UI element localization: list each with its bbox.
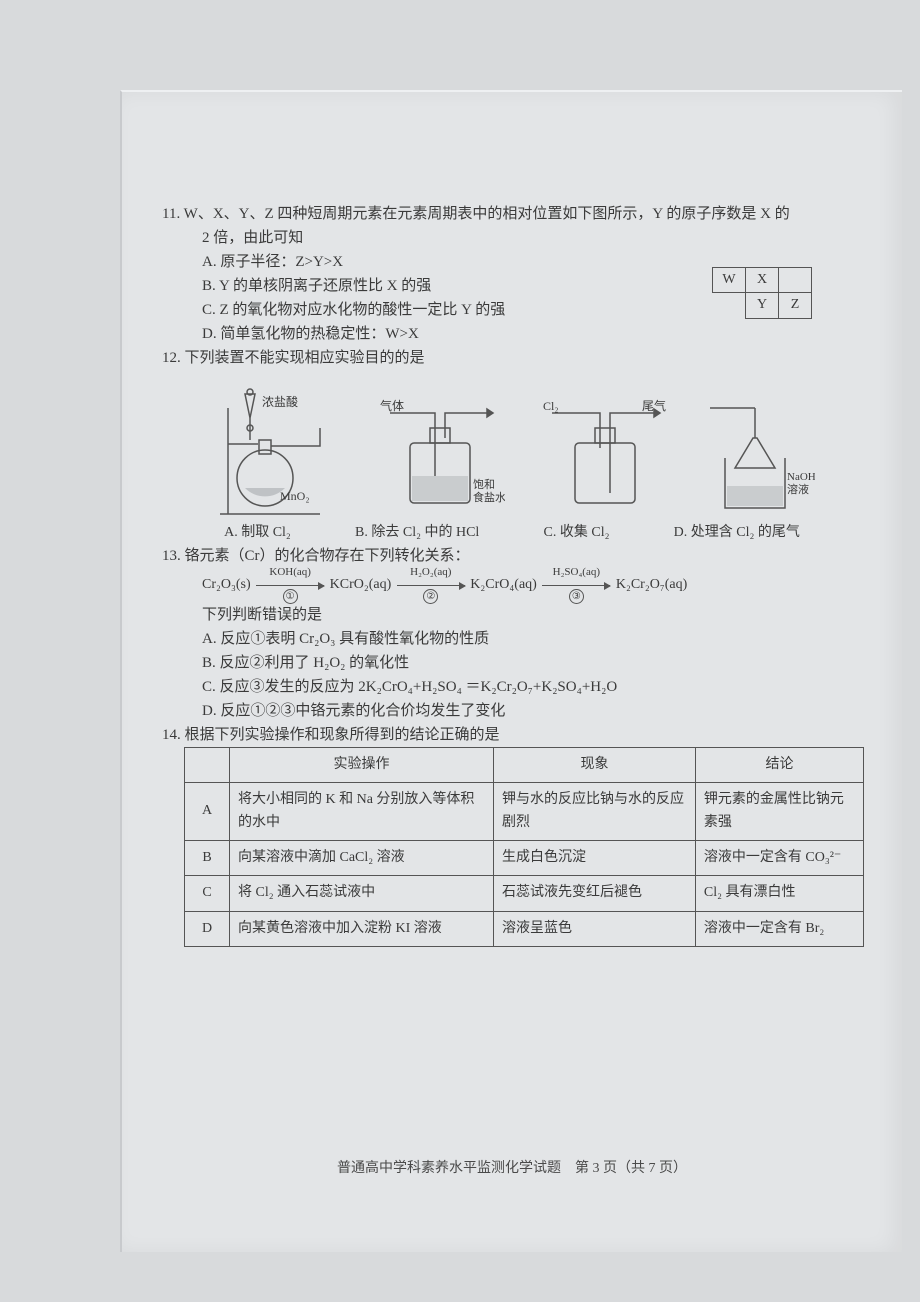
row-co: 溶液中一定含有 CO₃²⁻ bbox=[695, 840, 863, 875]
arrow-2: H₂O₂(aq) ② bbox=[397, 585, 465, 586]
q12-stem: 12. 下列装置不能实现相应实验目的的是 bbox=[162, 346, 862, 370]
label-gas: 气体 bbox=[380, 398, 404, 413]
page-footer: 普通高中学科素养水平监测化学试题 第 3 页（共 7 页） bbox=[122, 1158, 902, 1180]
label-tail: 尾气 bbox=[642, 398, 666, 413]
arrow3-num: ③ bbox=[569, 589, 584, 604]
label-naoh2: 溶液 bbox=[787, 482, 809, 496]
row-key: B bbox=[185, 840, 230, 875]
chain-d: K₂Cr₂O₇(aq) bbox=[616, 577, 687, 592]
th-op: 实验操作 bbox=[230, 747, 494, 782]
q13-D: D. 反应①②③中铬元素的化合价均发生了变化 bbox=[162, 699, 862, 723]
chain-c: K₂CrO₄(aq) bbox=[470, 577, 537, 592]
apparatus-A: 浓盐酸 MnO₂ bbox=[210, 388, 340, 518]
cap-D: D. 处理含 Cl₂ 的尾气 bbox=[674, 522, 800, 544]
cell-Y: Y bbox=[746, 293, 779, 318]
apparatus-C: Cl₂ 尾气 bbox=[540, 398, 670, 518]
row-op: 将 Cl₂ 通入石蕊试液中 bbox=[230, 876, 494, 911]
table-row: B 向某溶液中滴加 CaCl₂ 溶液 生成白色沉淀 溶液中一定含有 CO₃²⁻ bbox=[185, 840, 864, 875]
row-ph: 生成白色沉淀 bbox=[494, 840, 696, 875]
row-key: A bbox=[185, 783, 230, 841]
label-hcl: 浓盐酸 bbox=[262, 394, 298, 409]
arrow-1: KOH(aq) ① bbox=[256, 585, 324, 586]
th-ph: 现象 bbox=[494, 747, 696, 782]
row-co: Cl₂ 具有漂白性 bbox=[695, 876, 863, 911]
q13-B: B. 反应②利用了 H₂O₂ 的氧化性 bbox=[162, 651, 862, 675]
experiment-table: 实验操作 现象 结论 A 将大小相同的 K 和 Na 分别放入等体积的水中 钾与… bbox=[184, 747, 864, 947]
label-nacl: 饱和 bbox=[473, 477, 495, 491]
arrow2-top: H₂O₂(aq) bbox=[397, 564, 465, 582]
apparatus-D: NaOH 溶液 bbox=[705, 398, 815, 518]
cap-A: A. 制取 Cl₂ bbox=[224, 522, 291, 544]
row-op: 向某溶液中滴加 CaCl₂ 溶液 bbox=[230, 840, 494, 875]
cell-X: X bbox=[746, 268, 779, 293]
row-ph: 钾与水的反应比钠与水的反应剧烈 bbox=[494, 783, 696, 841]
reaction-chain: Cr₂O₃(s) KOH(aq) ① KCrO₂(aq) H₂O₂(aq) ② … bbox=[162, 574, 862, 596]
row-op: 向某黄色溶液中加入淀粉 KI 溶液 bbox=[230, 911, 494, 946]
q13-C: C. 反应③发生的反应为 2K₂CrO₄+H₂SO₄ ＝K₂Cr₂O₇+K₂SO… bbox=[162, 675, 862, 699]
periodic-mini-table: W X Y Z bbox=[712, 267, 812, 319]
cell-Z: Z bbox=[779, 293, 812, 318]
arrow3-top: H₂SO₄(aq) bbox=[542, 564, 610, 582]
page-content: 11. W、X、Y、Z 四种短周期元素在元素周期表中的相对位置如下图所示，Y 的… bbox=[122, 92, 902, 947]
q11-stem2: 2 倍，由此可知 bbox=[162, 226, 862, 250]
row-op: 将大小相同的 K 和 Na 分别放入等体积的水中 bbox=[230, 783, 494, 841]
q11-stem: 11. W、X、Y、Z 四种短周期元素在元素周期表中的相对位置如下图所示，Y 的… bbox=[162, 202, 862, 226]
row-key: C bbox=[185, 876, 230, 911]
row-co: 溶液中一定含有 Br₂ bbox=[695, 911, 863, 946]
q13-lead: 下列判断错误的是 bbox=[162, 603, 862, 627]
row-co: 钾元素的金属性比钠元素强 bbox=[695, 783, 863, 841]
apparatus-B: 气体 饱和 食盐水 bbox=[375, 398, 505, 518]
table-row: D 向某黄色溶液中加入淀粉 KI 溶液 溶液呈蓝色 溶液中一定含有 Br₂ bbox=[185, 911, 864, 946]
th-co: 结论 bbox=[695, 747, 863, 782]
exam-page: 11. W、X、Y、Z 四种短周期元素在元素周期表中的相对位置如下图所示，Y 的… bbox=[120, 90, 902, 1252]
arrow-3: H₂SO₄(aq) ③ bbox=[542, 585, 610, 586]
label-mno2: MnO₂ bbox=[280, 489, 310, 503]
label-naoh: NaOH bbox=[787, 471, 815, 483]
cell-blank bbox=[713, 293, 746, 318]
chain-b: KCrO₂(aq) bbox=[330, 577, 392, 592]
q11-D: D. 简单氢化物的热稳定性：W>X bbox=[162, 322, 862, 346]
cell-empty bbox=[779, 268, 812, 293]
table-row: C 将 Cl₂ 通入石蕊试液中 石蕊试液先变红后褪色 Cl₂ 具有漂白性 bbox=[185, 876, 864, 911]
apparatus-captions: A. 制取 Cl₂ B. 除去 Cl₂ 中的 HCl C. 收集 Cl₂ D. … bbox=[192, 522, 832, 544]
apparatus-row: 浓盐酸 MnO₂ 气体 饱和 食盐水 bbox=[192, 378, 832, 518]
row-key: D bbox=[185, 911, 230, 946]
cap-B: B. 除去 Cl₂ 中的 HCl bbox=[355, 522, 479, 544]
row-ph: 溶液呈蓝色 bbox=[494, 911, 696, 946]
cap-C: C. 收集 Cl₂ bbox=[544, 522, 610, 544]
q14-stem: 14. 根据下列实验操作和现象所得到的结论正确的是 bbox=[162, 723, 862, 747]
arrow2-num: ② bbox=[423, 589, 438, 604]
label-cl2: Cl₂ bbox=[543, 399, 559, 413]
label-nacl2: 食盐水 bbox=[473, 490, 505, 504]
q13-A: A. 反应①表明 Cr₂O₃ 具有酸性氧化物的性质 bbox=[162, 627, 862, 651]
th-blank bbox=[185, 747, 230, 782]
arrow1-num: ① bbox=[283, 589, 298, 604]
table-row: A 将大小相同的 K 和 Na 分别放入等体积的水中 钾与水的反应比钠与水的反应… bbox=[185, 783, 864, 841]
chain-a: Cr₂O₃(s) bbox=[202, 577, 251, 592]
cell-W: W bbox=[713, 268, 746, 293]
arrow1-top: KOH(aq) bbox=[256, 564, 324, 582]
row-ph: 石蕊试液先变红后褪色 bbox=[494, 876, 696, 911]
